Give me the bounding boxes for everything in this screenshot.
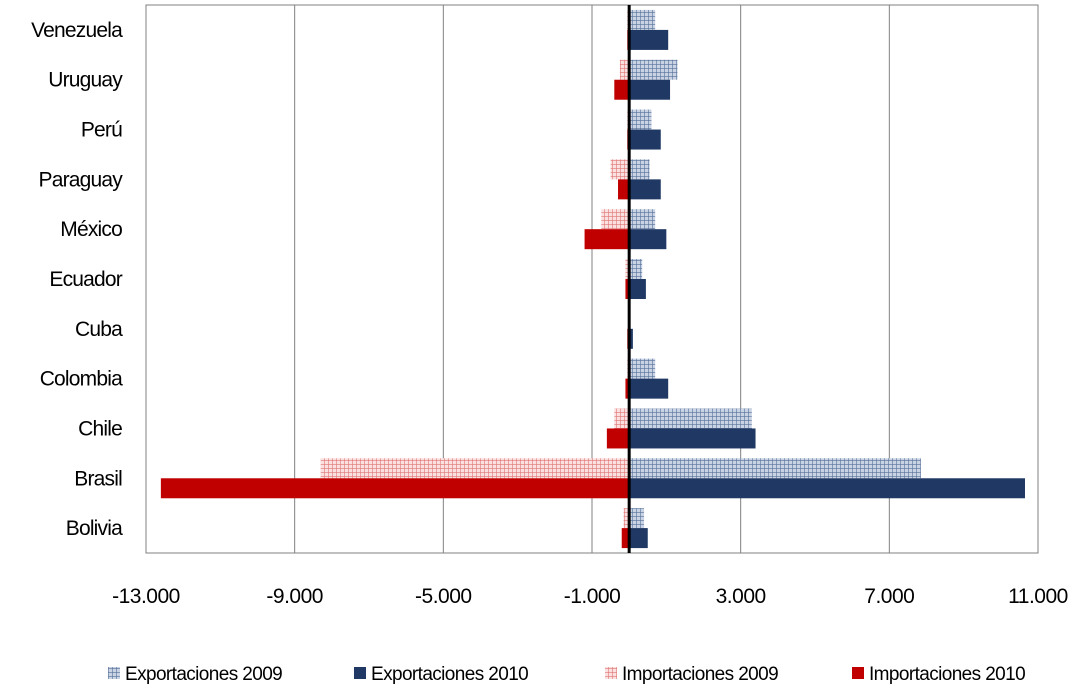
bar-exportaciones-2010-peru <box>629 129 661 150</box>
legend: Exportaciones 2009 Exportaciones 2010 Impo… <box>108 664 1026 685</box>
legend-item-importaciones-2010: Importaciones 2010 <box>852 664 1026 685</box>
legend-swatch <box>108 667 120 679</box>
category-label: Brasil <box>74 467 122 490</box>
bar-exportaciones-2009-mexico <box>629 209 656 230</box>
bar-importaciones-2010-bolivia <box>621 528 630 549</box>
category-label: Paraguay <box>39 168 124 191</box>
x-tick-label: 7.000 <box>864 585 914 608</box>
bar-exportaciones-2009-colombia <box>629 358 656 379</box>
bar-exportaciones-2009-venezuela <box>629 9 656 30</box>
x-tick-label: -13.000 <box>112 585 180 608</box>
category-label: Ecuador <box>49 268 122 291</box>
bar-exportaciones-2010-bolivia <box>629 528 648 549</box>
bar-importaciones-2010-mexico <box>584 229 630 250</box>
bar-exportaciones-2009-peru <box>629 109 652 130</box>
category-label: Uruguay <box>48 69 123 92</box>
bar-importaciones-2009-brasil <box>320 458 630 479</box>
bar-importaciones-2010-paraguay <box>618 179 630 200</box>
category-label: Chile <box>78 417 122 440</box>
bar-exportaciones-2010-uruguay <box>629 79 671 100</box>
category-label: Venezuela <box>31 19 123 42</box>
category-labels: Bolivia Brasil Chile Colombia Cuba Ecuador Méx… <box>31 19 124 540</box>
category-label: México <box>60 218 122 241</box>
category-label: Bolivia <box>66 517 123 540</box>
legend-swatch <box>354 667 366 679</box>
legend-item-importaciones-2009: Importaciones 2009 <box>605 664 779 685</box>
bar-exportaciones-2010-paraguay <box>629 179 661 200</box>
category-label: Cuba <box>75 318 123 341</box>
bar-exportaciones-2009-bolivia <box>629 508 645 529</box>
legend-label: Importaciones 2009 <box>622 664 778 685</box>
bar-importaciones-2010-brasil <box>160 478 630 499</box>
bar-importaciones-2009-mexico <box>601 209 630 230</box>
bar-importaciones-2010-chile <box>606 428 630 449</box>
bar-exportaciones-2010-mexico <box>629 229 667 250</box>
bar-exportaciones-2009-chile <box>629 408 752 429</box>
bar-exportaciones-2010-chile <box>629 428 756 449</box>
bar-exportaciones-2009-paraguay <box>629 159 650 180</box>
legend-label: Importaciones 2010 <box>869 664 1025 685</box>
legend-item-exportaciones-2009: Exportaciones 2009 <box>108 664 283 685</box>
bar-exportaciones-2009-ecuador <box>629 259 643 279</box>
legend-label: Exportaciones 2009 <box>125 664 282 685</box>
legend-swatch <box>605 667 617 679</box>
bar-exportaciones-2009-uruguay <box>629 59 678 80</box>
category-label: Colombia <box>40 368 123 391</box>
legend-swatch <box>852 667 864 679</box>
bar-importaciones-2009-chile <box>614 408 630 429</box>
x-tick-label: 3.000 <box>716 585 766 608</box>
bar-exportaciones-2010-ecuador <box>629 279 646 299</box>
legend-label: Exportaciones 2010 <box>371 664 528 685</box>
legend-item-exportaciones-2010: Exportaciones 2010 <box>354 664 529 685</box>
x-tick-label: -5.000 <box>415 585 472 608</box>
bar-importaciones-2009-ecuador <box>625 259 630 279</box>
bar-importaciones-2009-bolivia <box>623 508 630 529</box>
bar-importaciones-2009-uruguay <box>619 59 630 80</box>
bar-importaciones-2009-paraguay <box>610 159 630 180</box>
x-tick-label: 11.000 <box>1008 585 1068 608</box>
bar-exportaciones-2010-venezuela <box>629 29 669 50</box>
bar-exportaciones-2010-cuba <box>629 328 633 349</box>
bar-exportaciones-2009-brasil <box>629 458 921 479</box>
bar-importaciones-2010-colombia <box>625 378 630 399</box>
bar-importaciones-2010-uruguay <box>614 79 630 100</box>
bar-importaciones-2010-ecuador <box>625 279 630 299</box>
category-label: Perú <box>81 119 122 142</box>
x-tick-labels: -13.000 -9.000 -5.000 -1.000 3.000 7.000 11.00… <box>112 585 1068 608</box>
x-tick-label: -1.000 <box>564 585 621 608</box>
bars <box>160 9 1025 549</box>
bar-exportaciones-2010-brasil <box>629 478 1025 499</box>
bar-exportaciones-2010-colombia <box>629 378 669 399</box>
x-tick-label: -9.000 <box>266 585 323 608</box>
